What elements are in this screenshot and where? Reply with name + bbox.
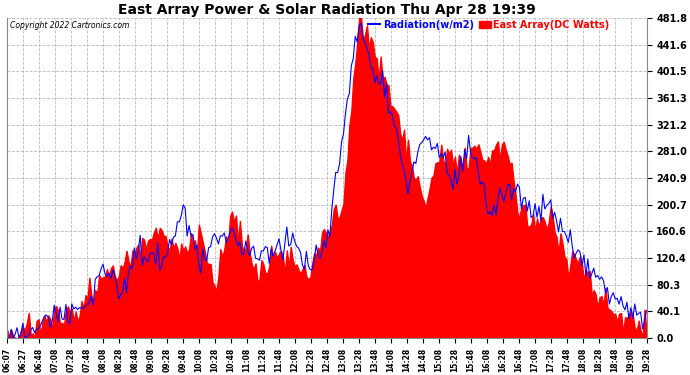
Legend: Radiation(w/m2), East Array(DC Watts): Radiation(w/m2), East Array(DC Watts) bbox=[368, 20, 610, 30]
Text: Copyright 2022 Cartronics.com: Copyright 2022 Cartronics.com bbox=[10, 21, 130, 30]
Title: East Array Power & Solar Radiation Thu Apr 28 19:39: East Array Power & Solar Radiation Thu A… bbox=[118, 3, 535, 17]
